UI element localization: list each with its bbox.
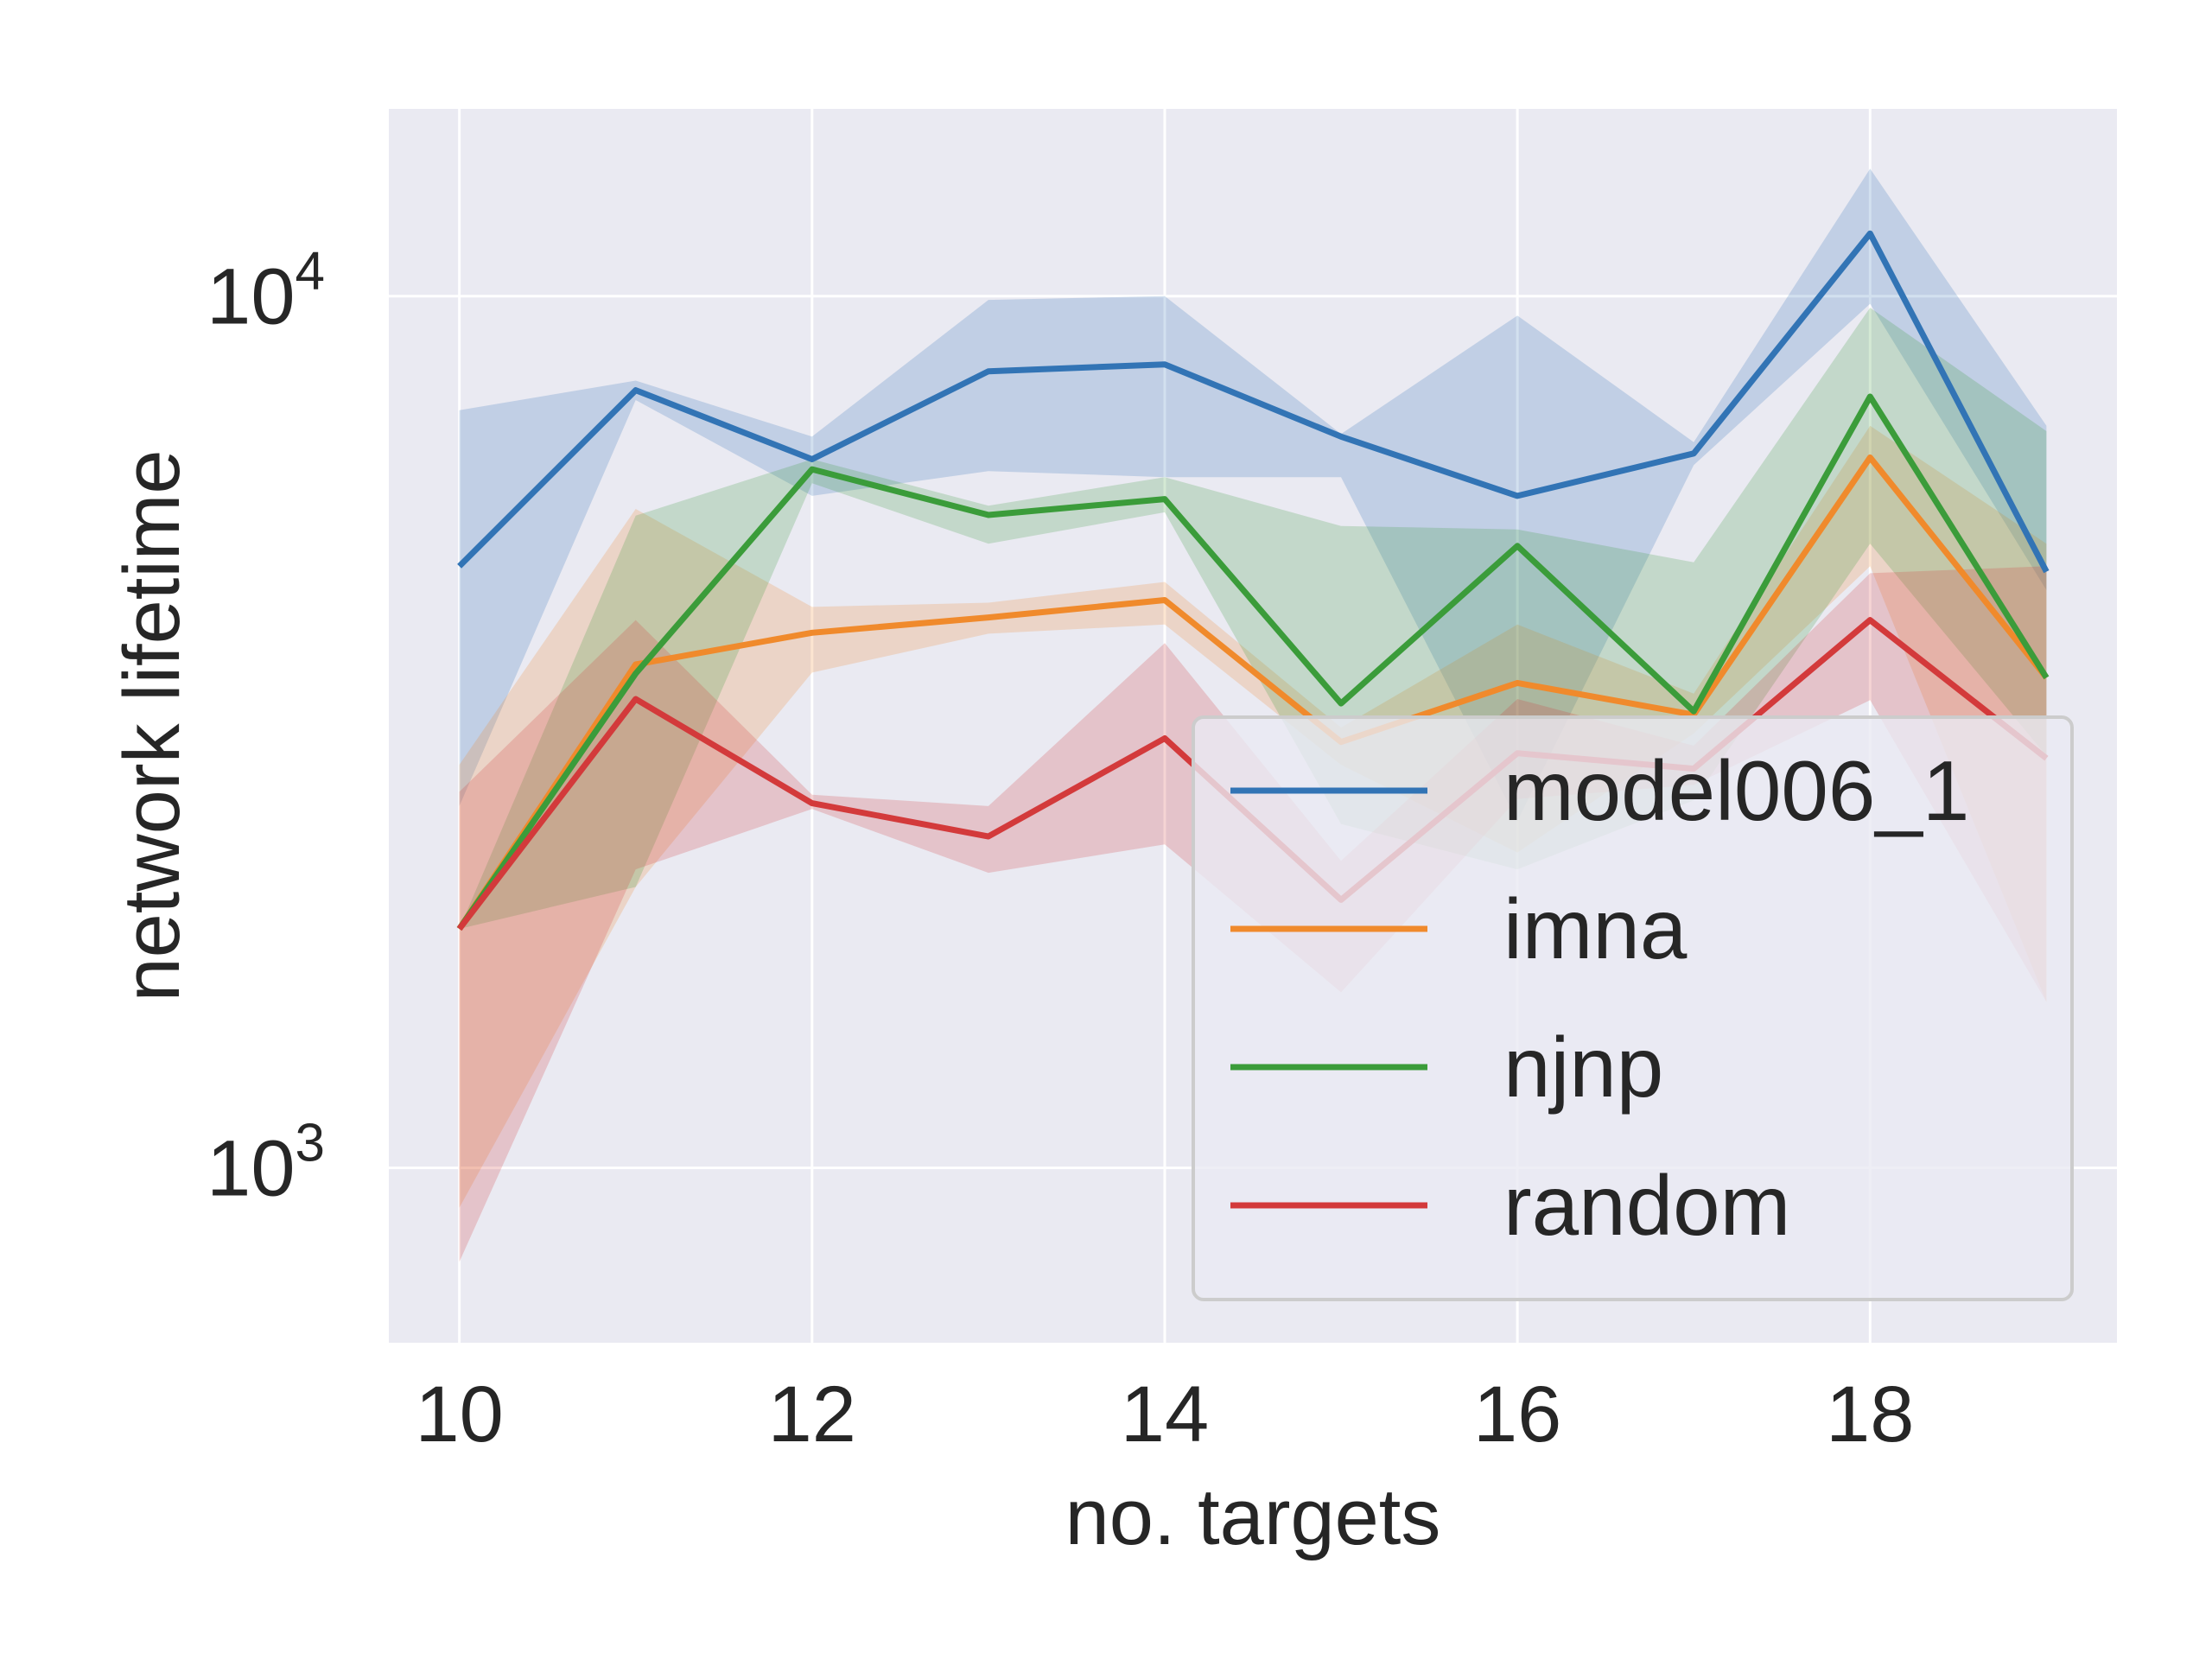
y-tick-label: 103	[207, 1114, 325, 1213]
line-imna	[456, 454, 2050, 931]
line-model006-1	[457, 230, 2050, 574]
legend-label-model006-1: model006_1	[1503, 743, 1969, 838]
legend-label-imna: imna	[1503, 881, 1688, 976]
y-tick-labels: 103 104	[207, 242, 325, 1213]
y-tick-label: 104	[207, 242, 325, 341]
legend-box	[1192, 715, 2074, 1301]
band-model006-1	[459, 168, 2047, 822]
legend-label-random: random	[1503, 1158, 1790, 1253]
x-tick-label: 14	[1121, 1370, 1209, 1459]
x-tick-label: 12	[768, 1370, 856, 1459]
y-axis-label: network lifetime	[108, 449, 196, 1001]
x-tick-label: 10	[415, 1370, 503, 1459]
x-axis-label: no. targets	[1065, 1473, 1441, 1561]
band-imna	[459, 425, 2047, 1208]
x-tick-labels: 10 12 14 16 18	[415, 1370, 1914, 1459]
legend-label-njnp: njnp	[1503, 1020, 1663, 1115]
line-njnp	[456, 393, 2050, 931]
x-tick-label: 16	[1473, 1370, 1561, 1459]
x-tick-label: 18	[1826, 1370, 1914, 1459]
